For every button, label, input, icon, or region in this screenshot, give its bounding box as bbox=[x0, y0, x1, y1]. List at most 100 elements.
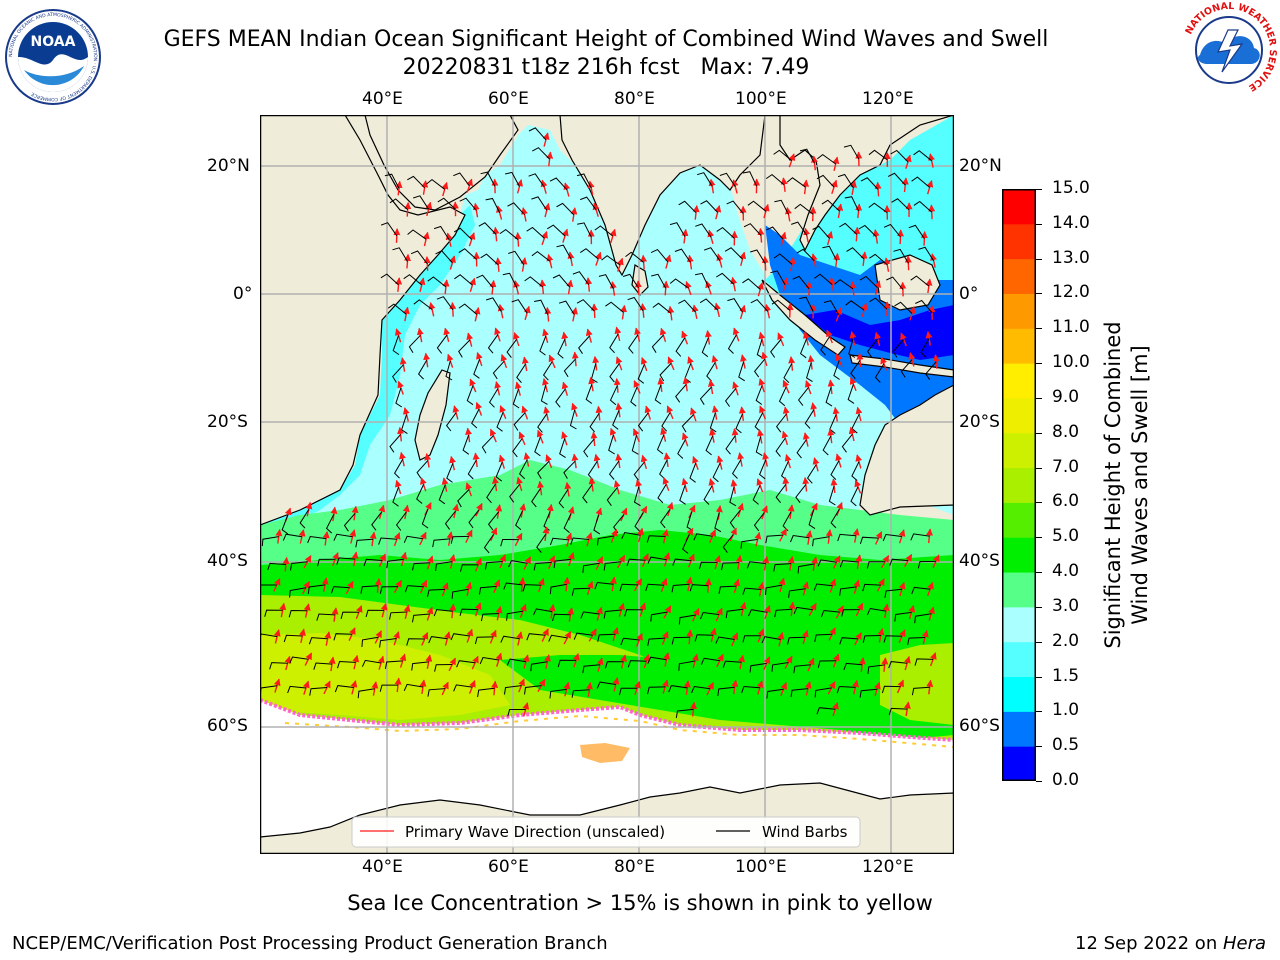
wind-barb bbox=[480, 613, 499, 622]
wave-direction-arrow bbox=[516, 179, 524, 194]
wind-barb bbox=[755, 385, 763, 405]
wave-direction-arrow bbox=[518, 431, 526, 446]
colorbar-tick-mark bbox=[1036, 328, 1042, 330]
wind-barb bbox=[846, 247, 865, 260]
lat-label-right-20s: 20°S bbox=[959, 412, 1000, 432]
wind-barb bbox=[773, 149, 793, 161]
wave-direction-arrow bbox=[441, 181, 449, 197]
wave-direction-arrow bbox=[691, 304, 699, 320]
wave-direction-arrow bbox=[402, 407, 410, 422]
wind-barb bbox=[389, 198, 409, 210]
wind-barb bbox=[799, 338, 808, 359]
wind-barb bbox=[705, 435, 714, 456]
wind-barb bbox=[260, 633, 278, 639]
wave-direction-arrow bbox=[758, 378, 766, 393]
wave-direction-arrow bbox=[441, 477, 449, 492]
wind-barb bbox=[793, 664, 811, 674]
colorbar-segment bbox=[1002, 258, 1036, 294]
wave-direction-arrow bbox=[874, 331, 882, 347]
wave-direction-arrow bbox=[759, 405, 766, 420]
wind-barb bbox=[637, 412, 649, 432]
wind-barb bbox=[392, 247, 408, 262]
wave-direction-arrow bbox=[920, 231, 928, 246]
wind-barb bbox=[791, 221, 808, 236]
wind-barb bbox=[671, 583, 690, 593]
wind-barb bbox=[509, 483, 521, 503]
wave-direction-arrow bbox=[779, 528, 787, 542]
wave-direction-arrow bbox=[571, 307, 578, 322]
wind-barb bbox=[609, 363, 620, 383]
wave-direction-arrow bbox=[595, 251, 602, 266]
wind-barb bbox=[775, 437, 786, 457]
lat-label-right-40s: 40°S bbox=[959, 551, 1000, 571]
wave-direction-arrow bbox=[643, 653, 650, 669]
wind-barb bbox=[438, 484, 446, 505]
wave-direction-arrow bbox=[737, 502, 744, 518]
wind-barb bbox=[678, 614, 696, 625]
wind-barb bbox=[392, 487, 399, 507]
wave-direction-arrow bbox=[828, 276, 836, 292]
wind-barb bbox=[355, 538, 374, 548]
wave-direction-arrow bbox=[403, 604, 411, 619]
wave-direction-arrow bbox=[596, 657, 604, 672]
wind-barb bbox=[859, 688, 878, 698]
wave-direction-arrow bbox=[716, 253, 724, 268]
wind-barb bbox=[888, 661, 908, 669]
colorbar-tick-mark bbox=[1036, 363, 1042, 365]
svg-text:NOAA: NOAA bbox=[31, 34, 76, 50]
wind-barb bbox=[553, 558, 572, 569]
wind-barb bbox=[508, 560, 528, 568]
colorbar-tick-label: 13.0 bbox=[1052, 247, 1090, 268]
wind-barb bbox=[594, 581, 614, 590]
wave-direction-arrow bbox=[692, 608, 700, 622]
wind-barb bbox=[689, 584, 709, 592]
wind-barb bbox=[796, 439, 807, 459]
wind-barb bbox=[844, 196, 860, 212]
wind-barb bbox=[580, 196, 597, 211]
wind-barb bbox=[406, 638, 425, 646]
colorbar-segment bbox=[1002, 606, 1036, 643]
wave-direction-arrow bbox=[273, 629, 281, 644]
wave-direction-arrow bbox=[663, 452, 671, 468]
lon-label-top-40e: 40°E bbox=[362, 89, 403, 109]
wave-direction-arrow bbox=[465, 581, 473, 597]
wind-barb bbox=[340, 611, 359, 620]
wind-barb bbox=[859, 536, 879, 545]
wave-direction-arrow bbox=[521, 356, 529, 372]
wind-barb bbox=[749, 662, 767, 673]
wind-barb bbox=[753, 358, 766, 378]
wind-barb bbox=[704, 247, 721, 262]
colorbar-tick-mark bbox=[1036, 711, 1042, 713]
wind-barb bbox=[412, 613, 430, 623]
colorbar-tick-mark bbox=[1036, 293, 1042, 295]
wind-barb bbox=[681, 414, 694, 433]
wave-direction-arrow bbox=[617, 555, 626, 569]
wind-barb bbox=[504, 171, 520, 187]
wave-direction-arrow bbox=[780, 682, 788, 696]
wind-barb bbox=[578, 335, 590, 354]
chart-subtitle: 20220831 t18z 216h fcst Max: 7.49 bbox=[402, 55, 810, 80]
wind-barb bbox=[609, 333, 619, 354]
wind-barb bbox=[786, 177, 806, 188]
wind-barb bbox=[647, 637, 666, 647]
wave-direction-arrow bbox=[542, 132, 550, 147]
wave-direction-arrow bbox=[615, 453, 623, 469]
colorbar-tick-label: 3.0 bbox=[1052, 595, 1080, 616]
wind-barb bbox=[287, 685, 307, 694]
wind-barb bbox=[484, 561, 503, 570]
wind-barb bbox=[526, 633, 546, 641]
wind-barb bbox=[393, 459, 404, 479]
wave-direction-arrow bbox=[835, 353, 843, 368]
wave-direction-arrow bbox=[761, 351, 768, 366]
footer-date: 12 Sep 2022 on bbox=[1075, 933, 1223, 954]
wind-barb bbox=[450, 535, 469, 544]
wind-barb bbox=[528, 173, 545, 188]
wind-barb bbox=[360, 585, 379, 594]
wind-barb bbox=[699, 298, 719, 311]
wave-direction-arrow bbox=[279, 602, 287, 618]
legend-wave-direction: Primary Wave Direction (unscaled) bbox=[405, 823, 665, 841]
wind-barb bbox=[597, 633, 616, 642]
wave-direction-arrow bbox=[442, 279, 450, 294]
wind-barb bbox=[729, 486, 737, 507]
wind-barb bbox=[365, 609, 385, 618]
